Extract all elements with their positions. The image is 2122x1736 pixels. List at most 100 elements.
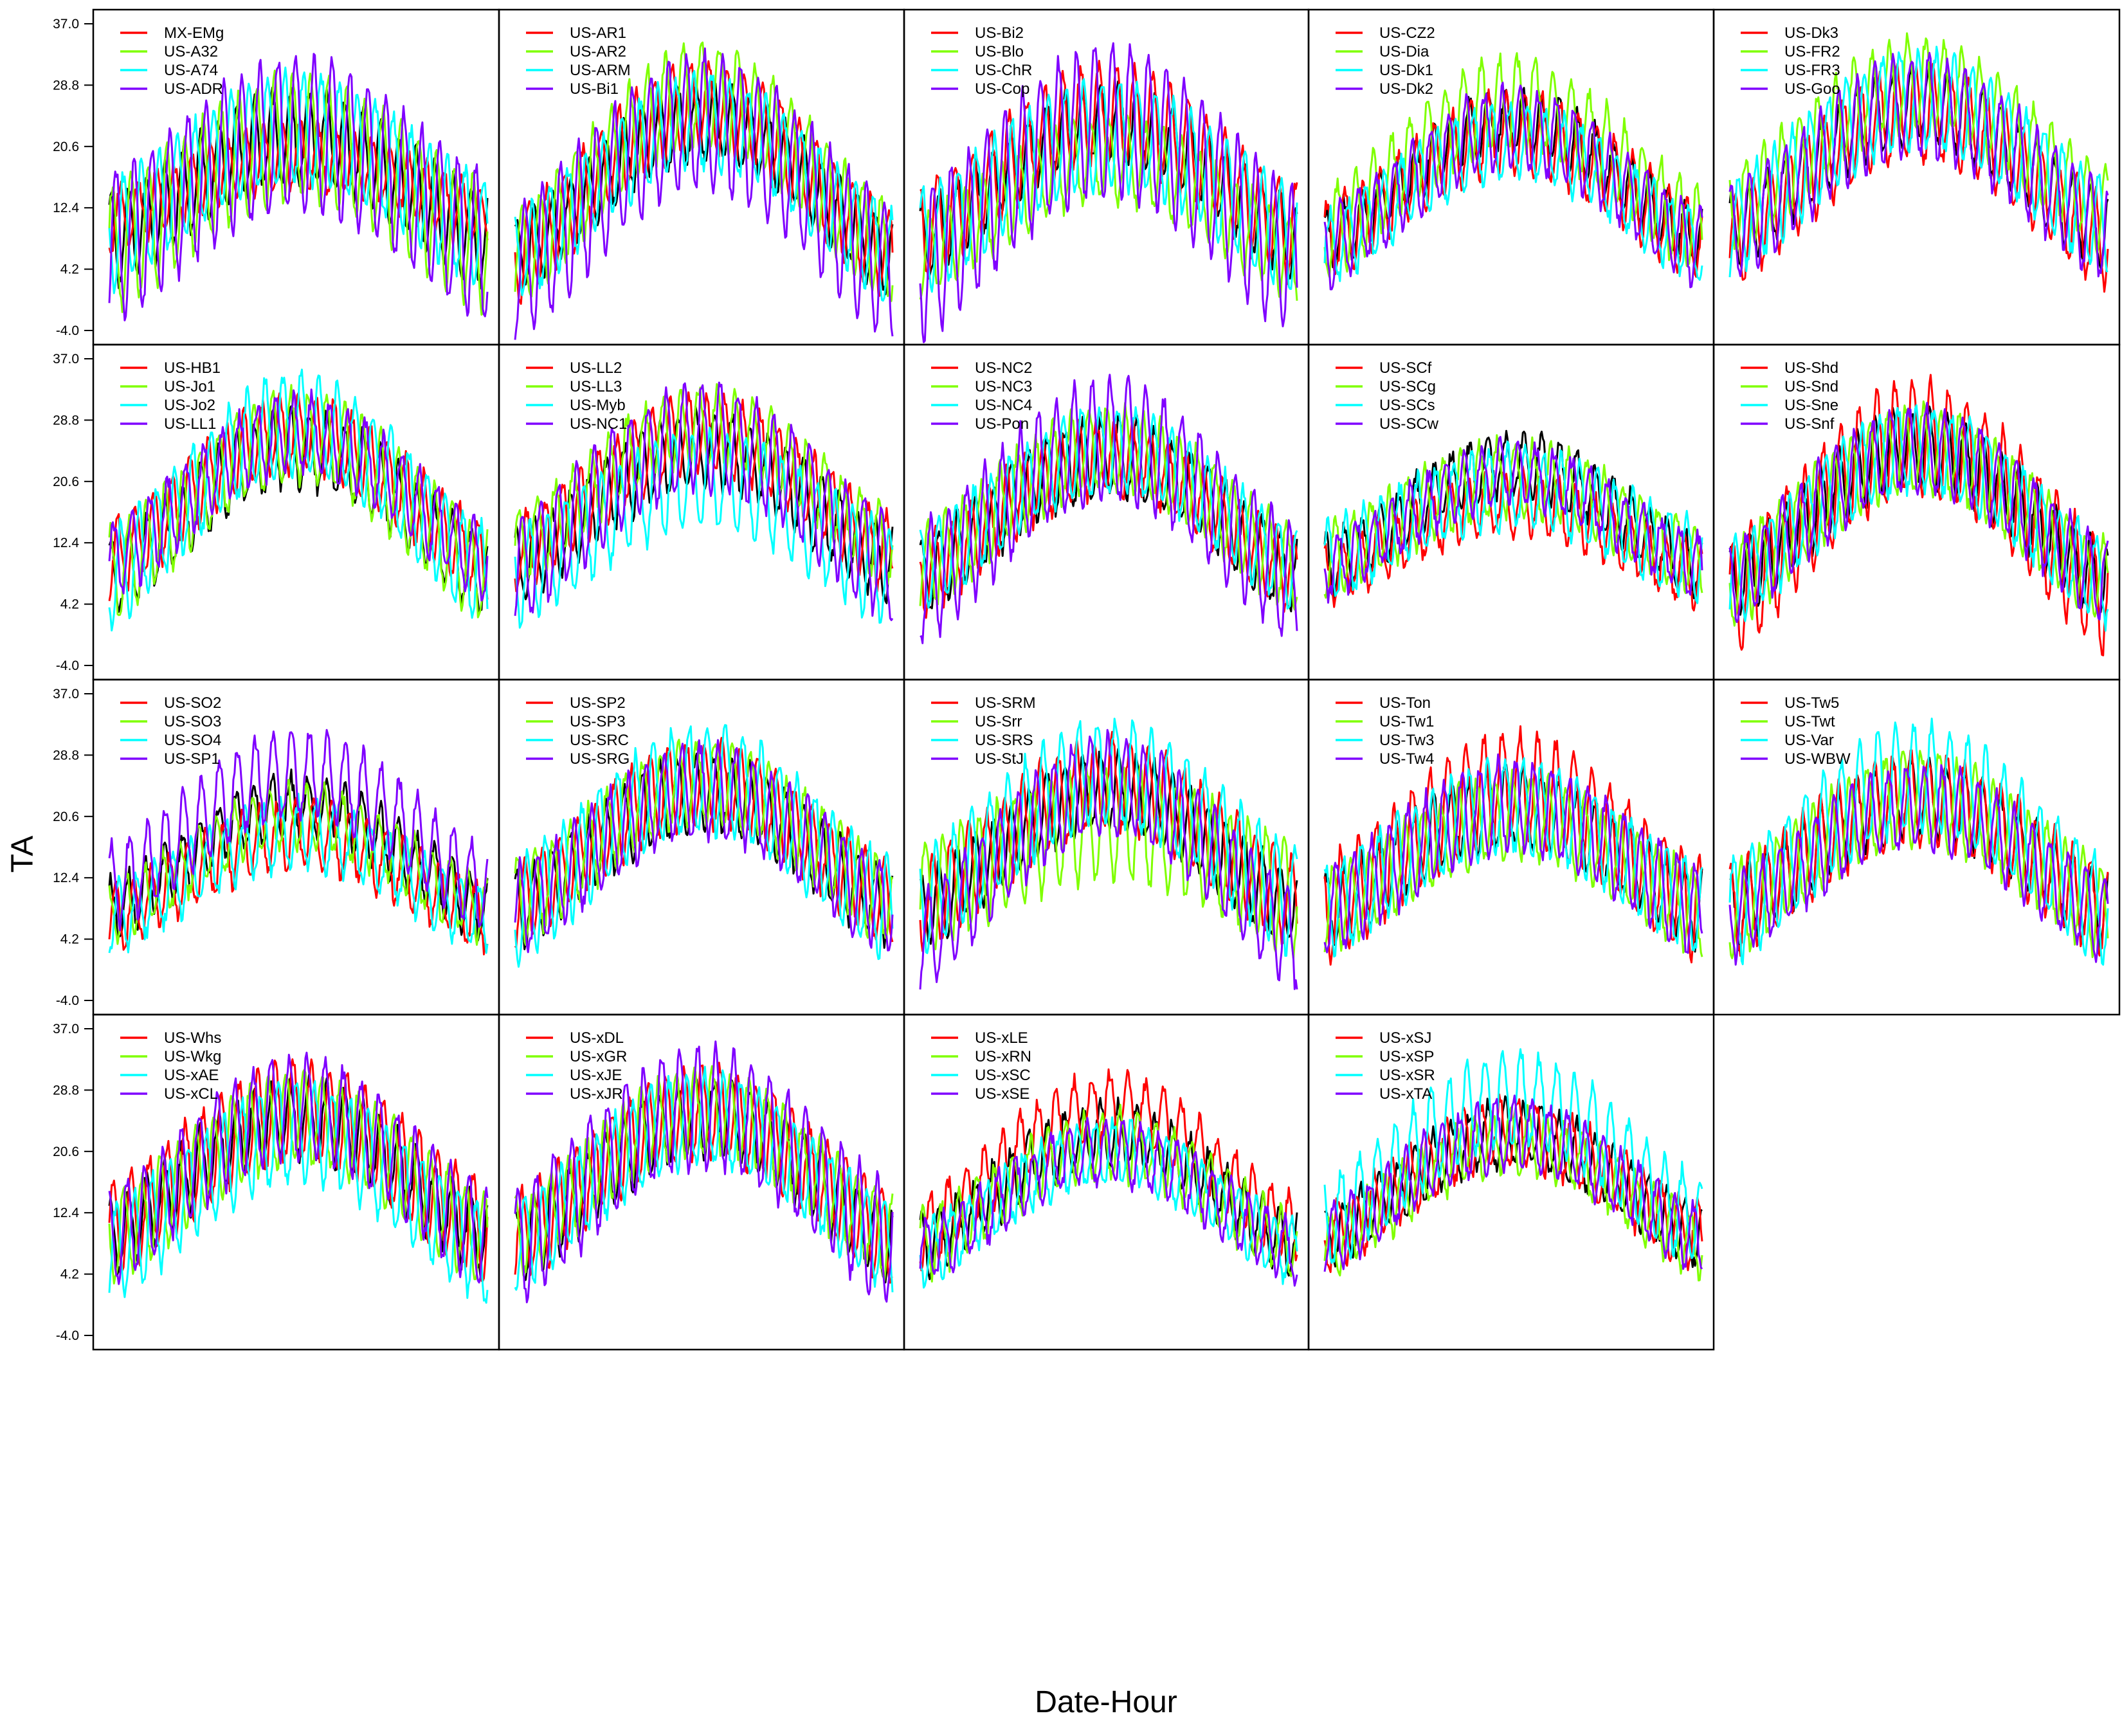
series-line-US-A74 bbox=[108, 66, 489, 294]
y-tick-label: 12.4 bbox=[53, 1206, 79, 1220]
legend-label: US-SP1 bbox=[164, 750, 220, 768]
legend-label: US-Snd bbox=[1784, 378, 1838, 395]
y-axis-row-3: 37.0 28.8 20.6 12.4 4.2 -4.0 bbox=[53, 687, 94, 1008]
y-axis-label: TA bbox=[5, 835, 40, 873]
legend-label: US-Blo bbox=[975, 43, 1024, 60]
series-line-US-Tw5 bbox=[1728, 749, 2109, 957]
series-line-US-LL3 bbox=[514, 383, 894, 585]
legend-label: US-SO3 bbox=[164, 713, 221, 730]
legend-label: US-LL2 bbox=[570, 359, 622, 377]
legend-label: US-xDL bbox=[570, 1029, 624, 1047]
legend-label: US-xRN bbox=[975, 1048, 1031, 1065]
y-tick-label: 37.0 bbox=[53, 17, 79, 32]
y-tick-label: 20.6 bbox=[53, 1144, 79, 1159]
legend-label: US-Shd bbox=[1784, 359, 1838, 377]
series-line-US-LL1 bbox=[108, 388, 489, 602]
legend-label: US-A32 bbox=[164, 43, 218, 60]
legend-label: US-NC1 bbox=[570, 415, 627, 433]
y-axis-row-2: 37.0 28.8 20.6 12.4 4.2 -4.0 bbox=[53, 352, 94, 673]
series-line-US-Tw3 bbox=[1323, 757, 1703, 958]
y-tick-label: 28.8 bbox=[53, 413, 79, 428]
series-line-US-xAE bbox=[108, 1080, 489, 1304]
legend-label: US-Tw5 bbox=[1784, 694, 1839, 712]
legend-label: US-Snf bbox=[1784, 415, 1835, 433]
series-line-US-Jo2 bbox=[108, 368, 489, 632]
y-tick-label: 28.8 bbox=[53, 748, 79, 763]
legend-label: US-xTA bbox=[1379, 1085, 1432, 1103]
series-line-US-Wkg bbox=[108, 1069, 489, 1285]
series-line-US-Dk3 bbox=[1728, 62, 2109, 293]
legend-label: US-xJR bbox=[570, 1085, 623, 1103]
y-tick-label: 4.2 bbox=[60, 1267, 79, 1282]
series-line-US-xSR bbox=[1323, 1048, 1703, 1264]
series-line-US-Pon bbox=[920, 374, 1298, 644]
legend-label: US-LL1 bbox=[164, 415, 216, 433]
legend-label: US-NC4 bbox=[975, 397, 1032, 414]
legend-label: US-Bi2 bbox=[975, 24, 1024, 42]
legend-label: US-SCg bbox=[1379, 378, 1436, 395]
series-line-US-xJE bbox=[514, 1065, 894, 1292]
series-line-US-SRS bbox=[919, 718, 1298, 957]
series-line-US-SCg bbox=[1323, 434, 1703, 599]
series-line-US-WBW bbox=[1728, 764, 2109, 966]
legend-label: US-Tw3 bbox=[1379, 732, 1434, 749]
legend-label: US-Cop bbox=[975, 80, 1029, 98]
series-line-US-FR3 bbox=[1728, 46, 2108, 278]
y-tick-label: 12.4 bbox=[53, 201, 79, 215]
legend-label: US-Tw1 bbox=[1379, 713, 1434, 730]
y-axis-row-1: 37.0 28.8 20.6 12.4 4.2 -4.0 bbox=[53, 17, 94, 338]
legend-label: US-SO4 bbox=[164, 732, 221, 749]
series-line-US-SO4 bbox=[108, 792, 489, 954]
y-tick-label: 20.6 bbox=[53, 140, 79, 154]
panel-frame bbox=[1307, 678, 1715, 1016]
series-line-US-xCL bbox=[108, 1051, 489, 1285]
series-line-US-SO3 bbox=[108, 779, 489, 946]
legend-label: US-SCw bbox=[1379, 415, 1439, 433]
series-line-US-Dk2 bbox=[1323, 82, 1703, 291]
legend-label: US-Tw4 bbox=[1379, 750, 1434, 768]
reference-series-line bbox=[514, 77, 894, 296]
legend-label: US-Dia bbox=[1379, 43, 1429, 60]
legend-label: US-xSE bbox=[975, 1085, 1029, 1103]
series-line-US-Bi1 bbox=[514, 47, 894, 340]
panel-frame bbox=[1712, 678, 2121, 1016]
y-tick-label: 12.4 bbox=[53, 536, 79, 550]
legend-label: US-Bi1 bbox=[570, 80, 619, 98]
series-line-US-SCf bbox=[1323, 465, 1703, 611]
panel-frame bbox=[1307, 1013, 1715, 1351]
series-line-US-xSP bbox=[1323, 1104, 1703, 1281]
legend-label: US-Dk3 bbox=[1784, 24, 1838, 42]
y-tick-label: 4.2 bbox=[60, 932, 79, 947]
series-line-US-ARM bbox=[514, 70, 894, 302]
legend-label: US-Whs bbox=[164, 1029, 221, 1047]
legend-label: US-SRG bbox=[570, 750, 630, 768]
series-line-US-NC4 bbox=[919, 406, 1298, 610]
legend-label: US-CZ2 bbox=[1379, 24, 1435, 42]
y-axis-row-4: 37.0 28.8 20.6 12.4 4.2 -4.0 bbox=[53, 1022, 94, 1343]
series-line-US-Jo1 bbox=[108, 384, 489, 619]
y-tick-label: 37.0 bbox=[53, 352, 79, 366]
